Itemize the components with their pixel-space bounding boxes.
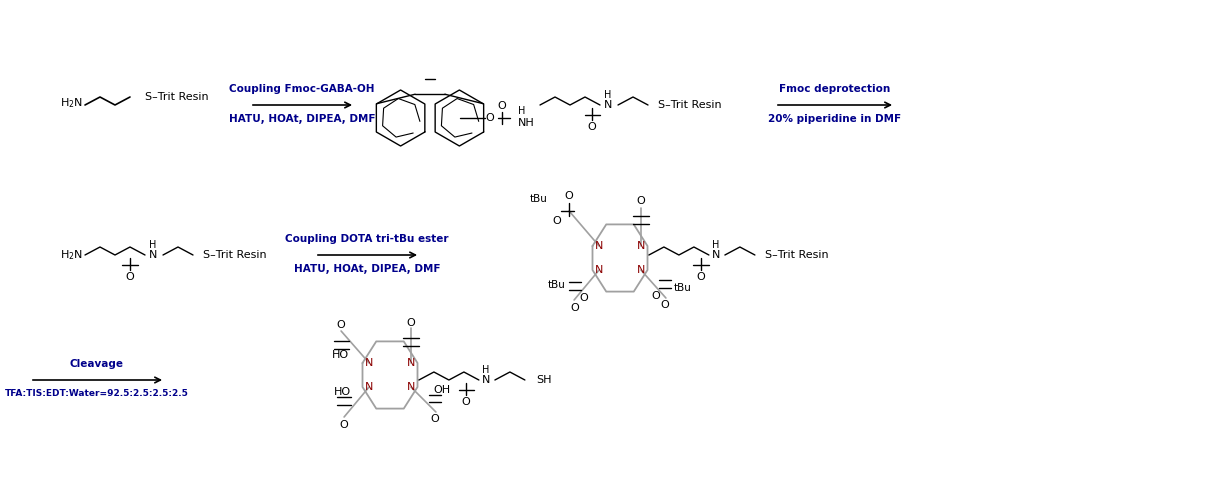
Text: HATU, HOAt, DIPEA, DMF: HATU, HOAt, DIPEA, DMF <box>229 114 376 124</box>
Text: N: N <box>604 100 612 110</box>
Text: S–Trit Resin: S–Trit Resin <box>145 92 208 102</box>
Text: N: N <box>595 265 604 275</box>
Text: HO: HO <box>334 387 351 397</box>
Text: S–Trit Resin: S–Trit Resin <box>203 250 266 260</box>
Text: N: N <box>365 382 373 392</box>
Text: S–Trit Resin: S–Trit Resin <box>658 100 722 110</box>
Text: NH: NH <box>517 118 535 128</box>
Text: H: H <box>149 240 156 250</box>
Text: tBu: tBu <box>548 280 565 290</box>
Text: OH: OH <box>432 385 450 395</box>
Text: H: H <box>605 90 611 100</box>
Text: N: N <box>149 250 158 260</box>
Text: N: N <box>712 250 719 260</box>
Text: O: O <box>588 122 596 132</box>
Text: O: O <box>652 291 660 301</box>
Text: tBu: tBu <box>530 194 548 204</box>
Text: O: O <box>340 420 349 430</box>
Text: Coupling Fmoc-GABA-OH: Coupling Fmoc-GABA-OH <box>229 84 375 94</box>
Text: H: H <box>517 106 525 116</box>
Text: O: O <box>485 113 494 123</box>
Text: O: O <box>553 216 562 226</box>
Text: N: N <box>595 241 604 251</box>
Text: O: O <box>570 303 579 313</box>
Text: H$_2$N: H$_2$N <box>60 96 83 110</box>
Text: N: N <box>407 358 415 368</box>
Text: N: N <box>637 241 646 251</box>
Text: HATU, HOAt, DIPEA, DMF: HATU, HOAt, DIPEA, DMF <box>293 264 440 274</box>
Text: O: O <box>696 272 705 282</box>
Text: Coupling DOTA tri-tBu ester: Coupling DOTA tri-tBu ester <box>286 234 448 244</box>
Text: O: O <box>660 300 669 310</box>
Text: S–Trit Resin: S–Trit Resin <box>765 250 829 260</box>
Text: O: O <box>430 414 440 424</box>
Text: N: N <box>482 375 490 385</box>
Text: tBu: tBu <box>674 283 692 293</box>
Text: O: O <box>407 318 415 328</box>
Text: N: N <box>637 265 646 275</box>
Text: O: O <box>564 191 573 201</box>
Text: H: H <box>712 240 719 250</box>
Text: HO: HO <box>331 350 349 360</box>
Text: O: O <box>462 397 471 407</box>
Text: H: H <box>482 365 489 375</box>
Text: O: O <box>126 272 134 282</box>
Text: O: O <box>637 196 646 206</box>
Text: Cleavage: Cleavage <box>70 359 124 369</box>
Text: Fmoc deprotection: Fmoc deprotection <box>780 84 891 94</box>
Text: N: N <box>365 358 373 368</box>
Text: 20% piperidine in DMF: 20% piperidine in DMF <box>769 114 902 124</box>
Text: O: O <box>498 101 506 111</box>
Text: N: N <box>407 382 415 392</box>
Text: O: O <box>580 293 589 303</box>
Text: SH: SH <box>536 375 552 385</box>
Text: H$_2$N: H$_2$N <box>60 248 83 262</box>
Text: TFA:TIS:EDT:Water=92.5:2.5:2.5:2.5: TFA:TIS:EDT:Water=92.5:2.5:2.5:2.5 <box>5 390 188 399</box>
Text: O: O <box>336 320 345 330</box>
